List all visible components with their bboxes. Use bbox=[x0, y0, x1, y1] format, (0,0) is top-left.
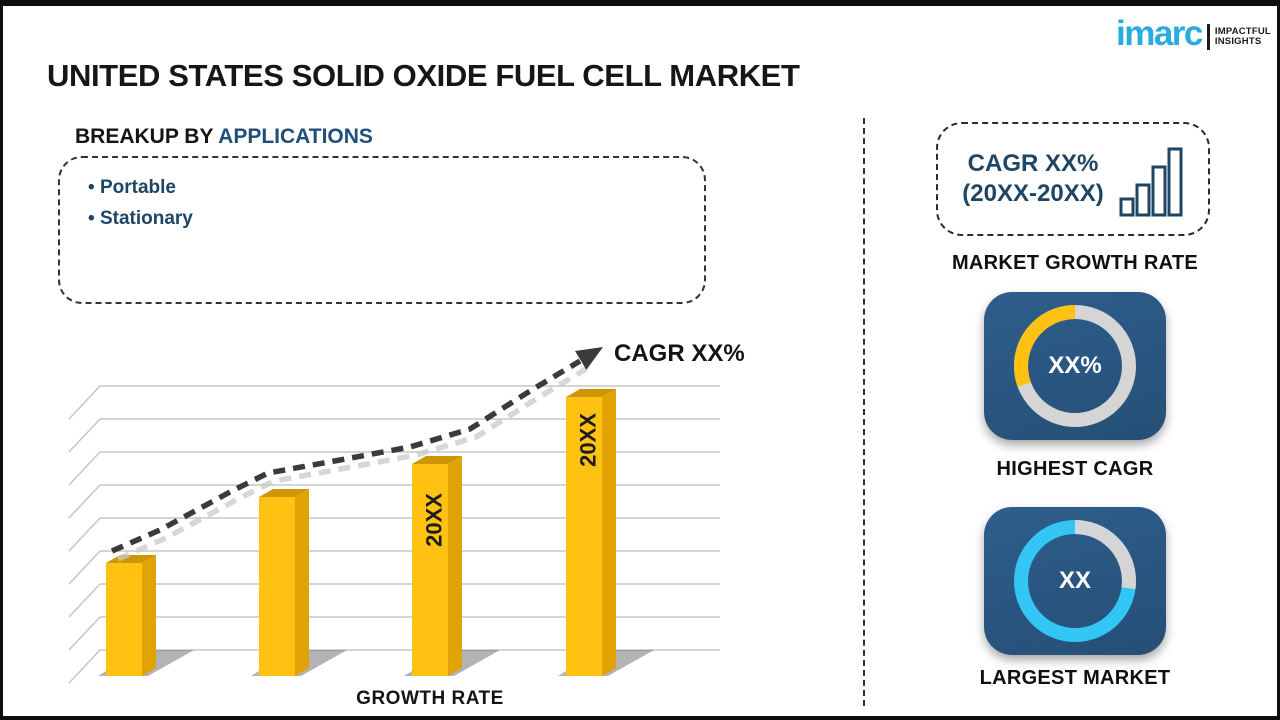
highest-cagr-card: XX% bbox=[984, 292, 1166, 440]
largest-market-label: LARGEST MARKET bbox=[979, 667, 1171, 689]
cagr-trend-arrow bbox=[110, 347, 603, 562]
growth-card-line1: CAGR XX% bbox=[967, 150, 1099, 177]
x-axis-label: GROWTH RATE bbox=[356, 688, 504, 709]
list-item: Portable bbox=[88, 172, 704, 203]
bar-4: 20XX bbox=[566, 389, 616, 676]
page-border-left bbox=[0, 0, 3, 720]
highest-cagr-value: XX% bbox=[1048, 352, 1102, 379]
breakup-heading-highlight: APPLICATIONS bbox=[218, 125, 373, 148]
bar-2 bbox=[259, 489, 309, 676]
cagr-annotation: CAGR XX% bbox=[614, 340, 745, 367]
bar-3: 20XX bbox=[412, 456, 462, 676]
vertical-divider bbox=[863, 118, 865, 706]
breakup-heading-prefix: BREAKUP BY bbox=[75, 125, 219, 148]
logo-tagline-line1: IMPACTFUL bbox=[1214, 25, 1271, 37]
largest-market-card: XX bbox=[984, 507, 1166, 655]
growth-rate-bar-chart: 20XX 20XX bbox=[68, 347, 720, 684]
imarc-wordmark: imarc bbox=[1116, 14, 1203, 53]
page-border-top bbox=[0, 0, 1280, 6]
list-item: Stationary bbox=[88, 203, 704, 234]
breakup-box: Portable Stationary bbox=[58, 156, 706, 304]
highest-cagr-donut bbox=[1014, 305, 1136, 427]
breakup-heading: BREAKUP BY APPLICATIONS bbox=[75, 125, 373, 149]
highest-cagr-label: HIGHEST CAGR bbox=[996, 458, 1154, 480]
bar-1 bbox=[106, 555, 156, 676]
largest-market-donut bbox=[1014, 520, 1136, 642]
page-border-right bbox=[1277, 0, 1280, 720]
breakup-list: Portable Stationary bbox=[60, 158, 704, 234]
growth-card-text: CAGR XX% (20XX-20XX) bbox=[962, 149, 1103, 209]
largest-market-value: XX bbox=[1058, 567, 1091, 594]
market-growth-card: CAGR XX% (20XX-20XX) bbox=[936, 122, 1210, 236]
market-growth-rate-label: MARKET GROWTH RATE bbox=[951, 252, 1199, 274]
imarc-logo: imarc IMPACTFUL INSIGHTS bbox=[1116, 16, 1271, 52]
page-title: UNITED STATES SOLID OXIDE FUEL CELL MARK… bbox=[47, 58, 800, 93]
chart-gridlines bbox=[68, 385, 720, 684]
bar-chart-icon bbox=[1119, 147, 1183, 217]
logo-divider bbox=[1206, 24, 1210, 50]
bar-3-label: 20XX bbox=[422, 493, 447, 547]
logo-tagline-line2: INSIGHTS bbox=[1214, 36, 1262, 47]
bar-4-label: 20XX bbox=[576, 413, 601, 467]
page-border-bottom bbox=[0, 716, 1280, 720]
logo-tagline: IMPACTFUL INSIGHTS bbox=[1214, 25, 1271, 48]
growth-card-line2: (20XX-20XX) bbox=[962, 180, 1104, 207]
